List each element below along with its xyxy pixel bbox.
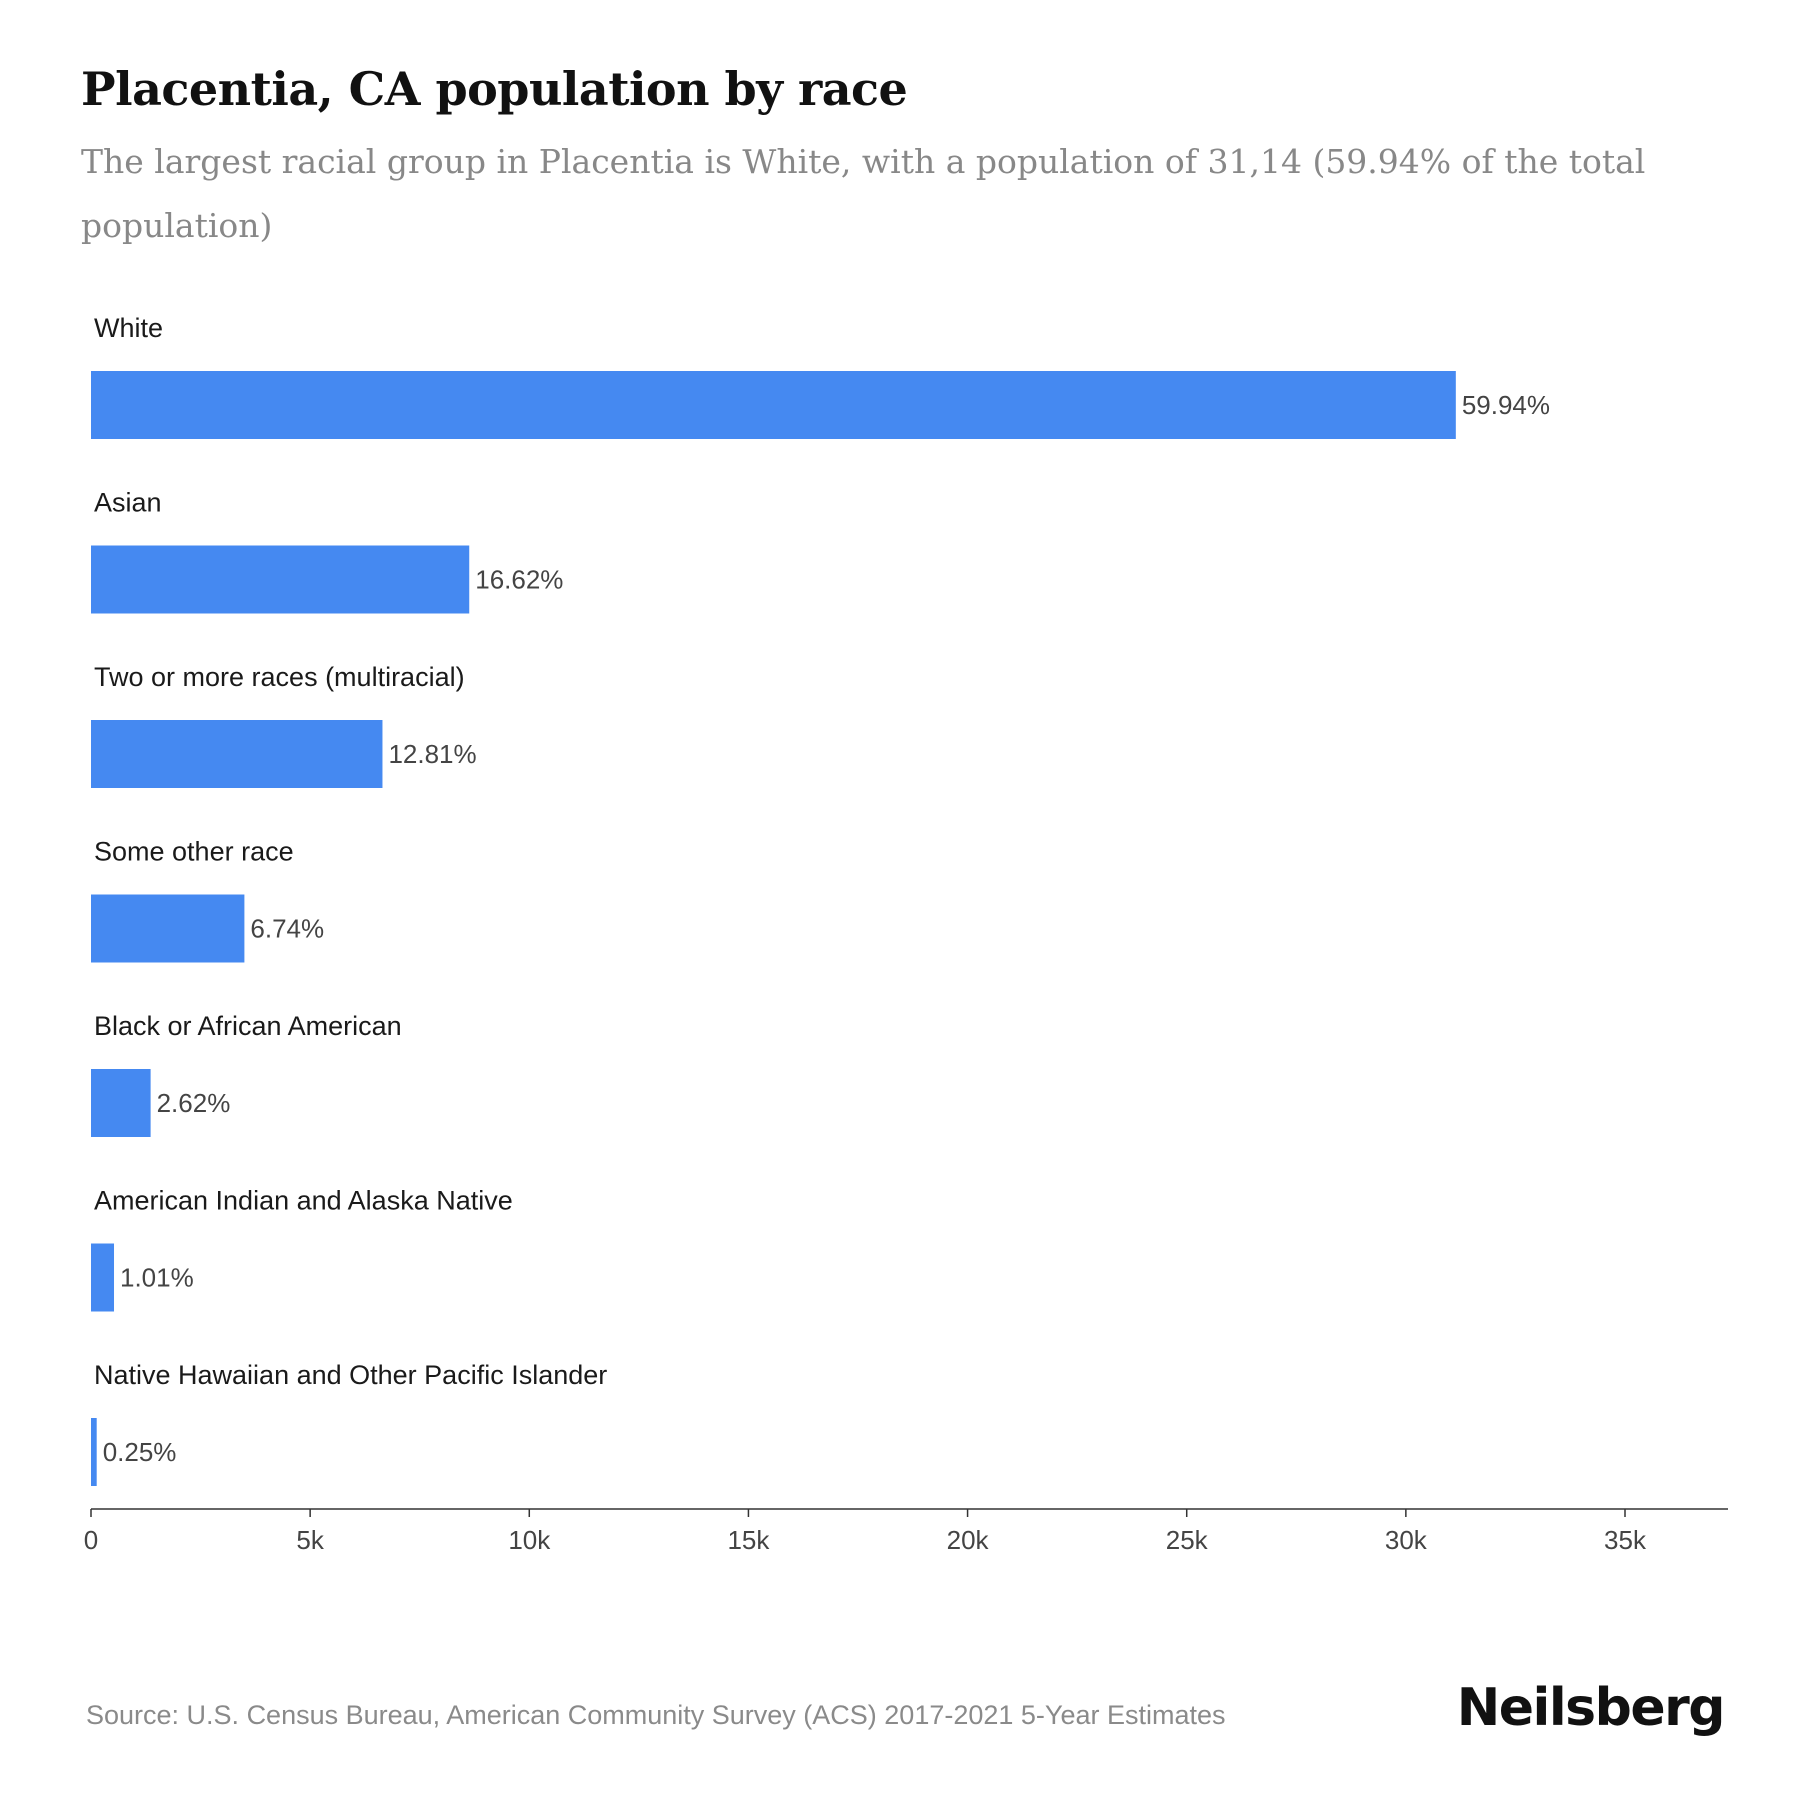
bars-layer: White 59.94% Asian 16.62% Two or more races …	[91, 313, 1550, 1486]
x-tick-label: 25k	[1166, 1525, 1209, 1555]
category-label: Some other race	[94, 837, 294, 867]
category-label: American Indian and Alaska Native	[94, 1186, 513, 1216]
bar	[91, 1069, 151, 1137]
value-label: 16.62%	[475, 565, 563, 595]
bar	[91, 371, 1456, 439]
chart-title: Placentia, CA population by race	[81, 62, 908, 116]
x-tick-label: 20k	[947, 1525, 990, 1555]
value-label: 2.62%	[157, 1088, 231, 1118]
x-tick-label: 35k	[1604, 1525, 1647, 1555]
x-tick-label: 0	[84, 1525, 98, 1555]
brand-logo: Neilsberg	[1456, 1678, 1726, 1738]
x-tick-label: 15k	[727, 1525, 770, 1555]
value-label: 6.74%	[250, 914, 324, 944]
bar-chart: White 59.94% Asian 16.62% Two or more races …	[84, 313, 1728, 1555]
x-tick-label: 10k	[508, 1525, 551, 1555]
bar	[91, 545, 470, 614]
value-label: 12.81%	[388, 739, 476, 769]
category-label: Two or more races (multiracial)	[94, 662, 465, 692]
x-axis: 0 5k 10k 15k 20k 25k 30k 35k	[84, 1508, 1728, 1555]
bar	[91, 1418, 97, 1486]
value-label: 0.25%	[103, 1437, 177, 1467]
value-label: 1.01%	[120, 1263, 194, 1293]
chart-subtitle: The largest racial group in Placentia is…	[81, 142, 1646, 245]
source-note: Source: U.S. Census Bureau, American Com…	[86, 1700, 1226, 1730]
category-label: Asian	[94, 488, 162, 518]
bar	[91, 894, 245, 963]
category-label: Native Hawaiian and Other Pacific Island…	[94, 1360, 607, 1390]
category-label: Black or African American	[94, 1011, 402, 1041]
category-label: White	[94, 313, 163, 343]
bar	[91, 1243, 115, 1312]
x-tick-label: 5k	[296, 1525, 324, 1555]
value-label: 59.94%	[1462, 390, 1550, 420]
bar	[91, 720, 383, 788]
x-tick-label: 30k	[1385, 1525, 1428, 1555]
